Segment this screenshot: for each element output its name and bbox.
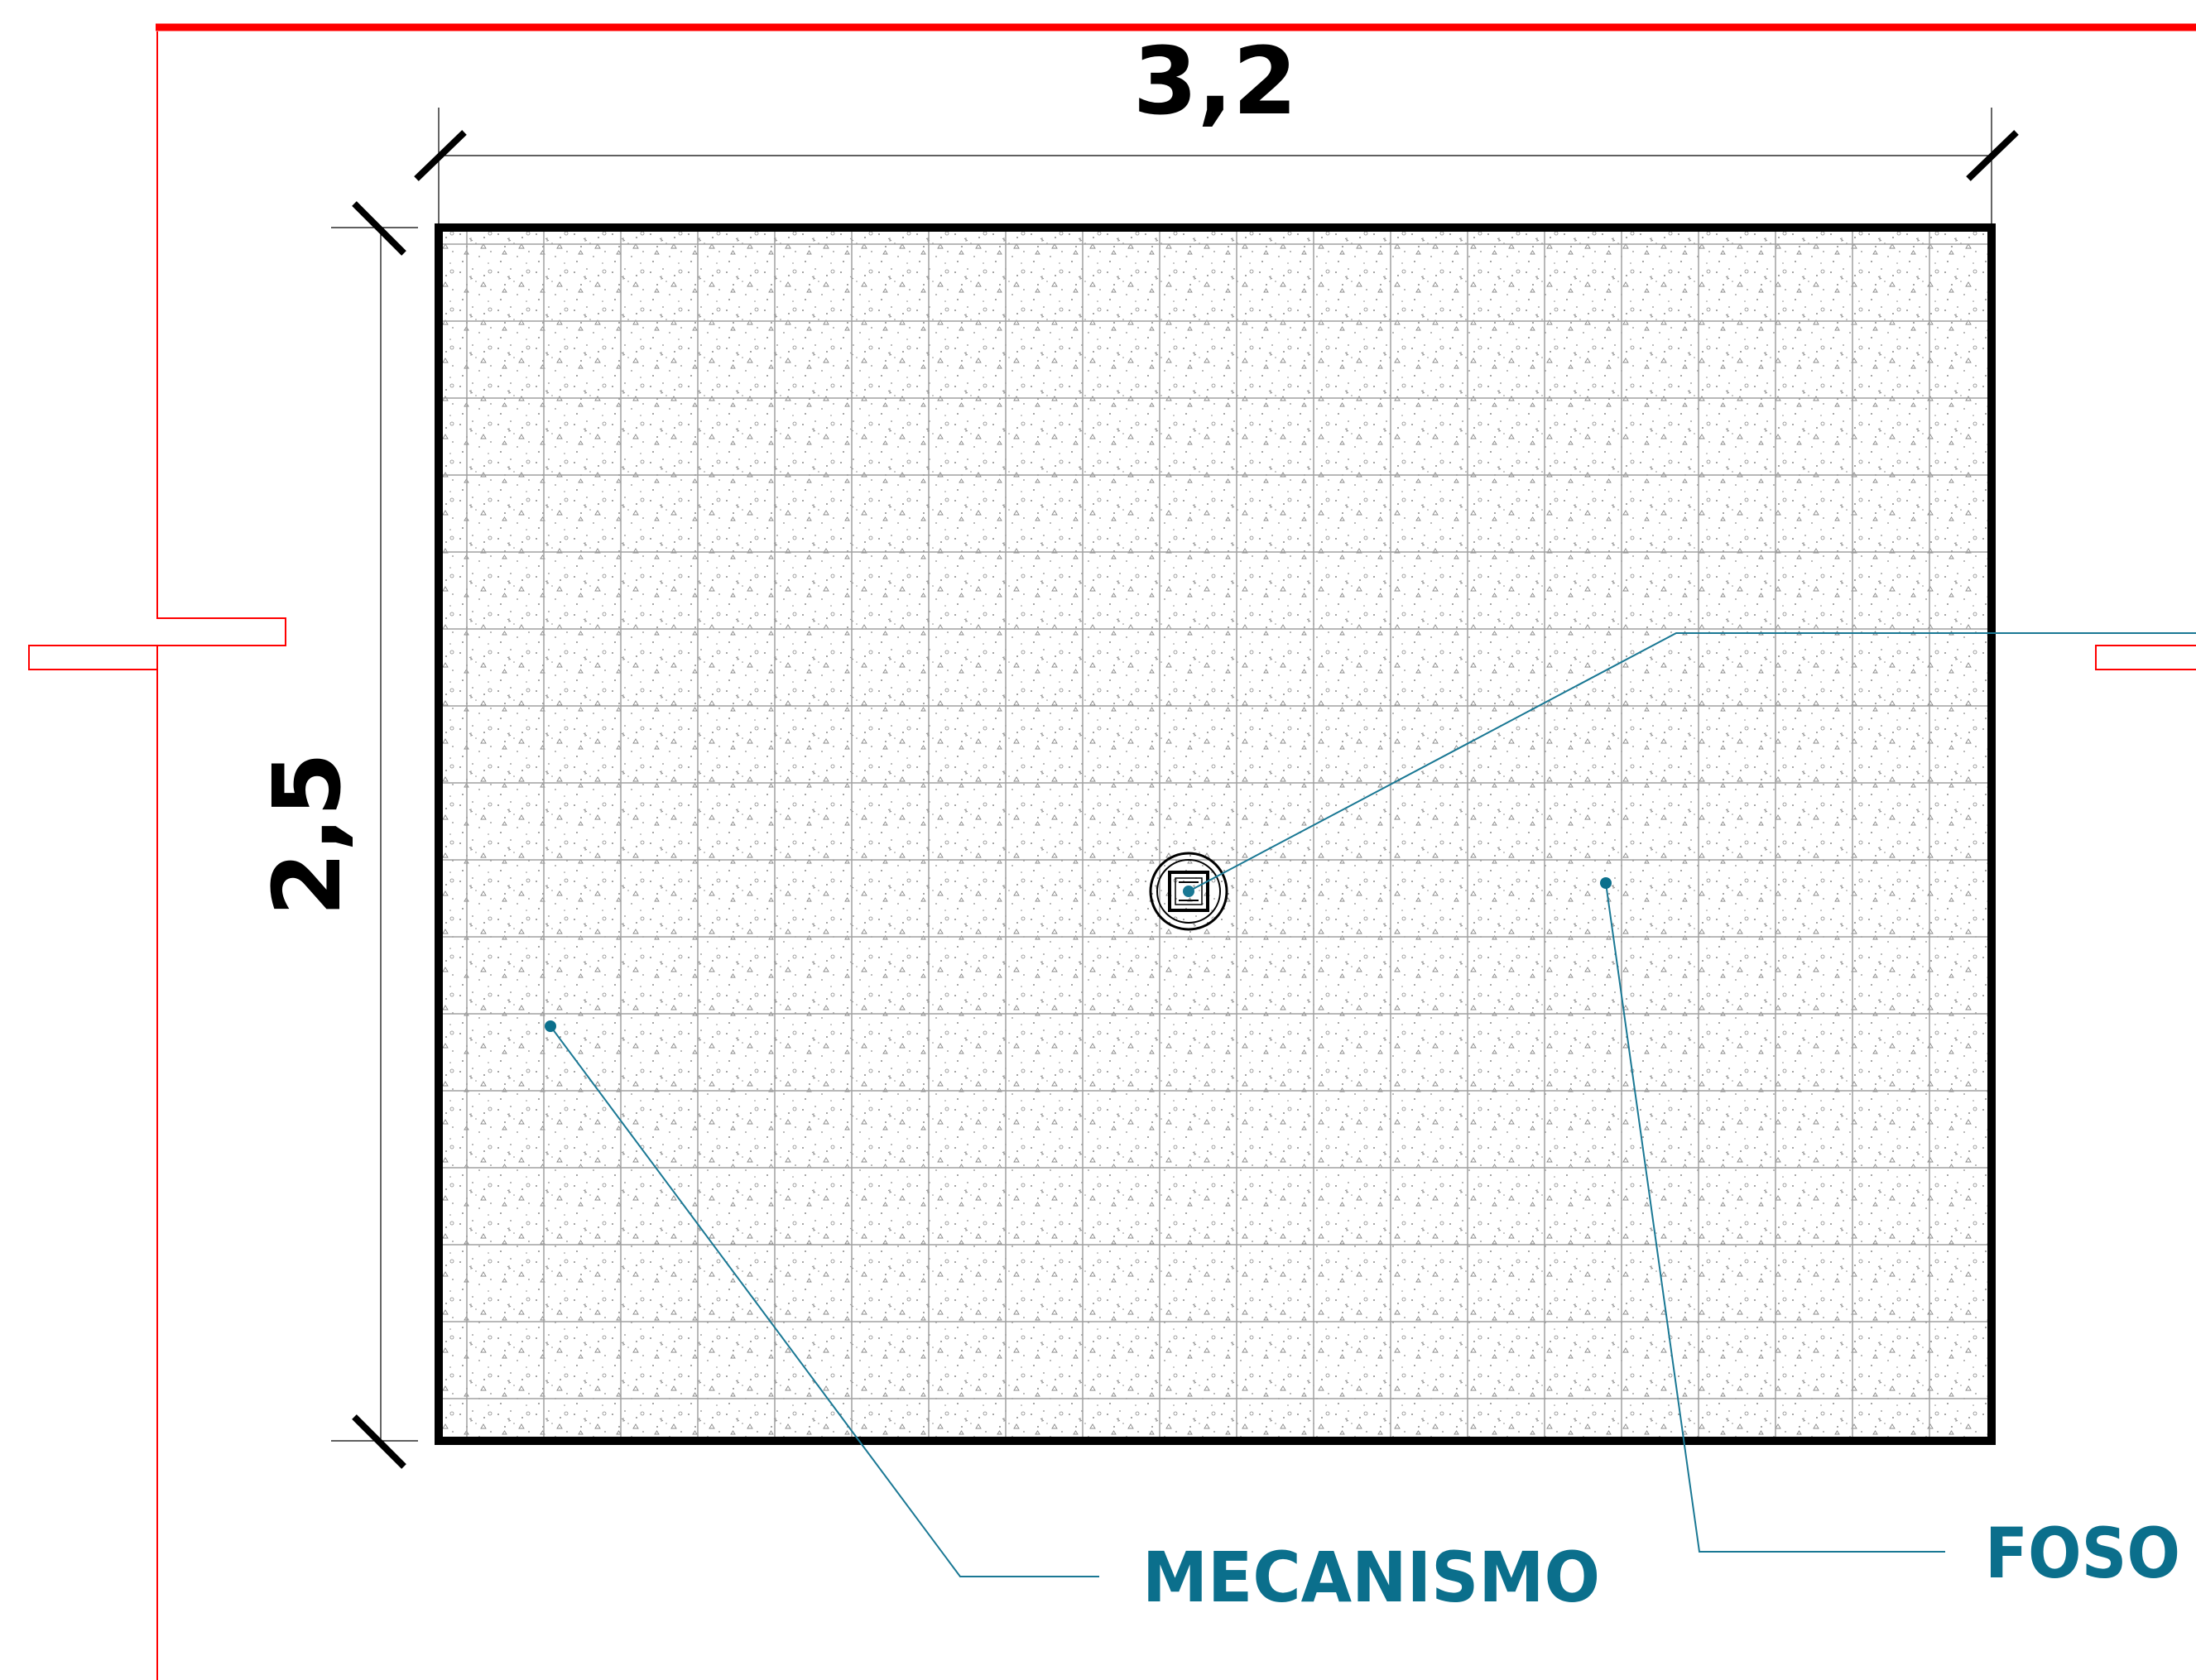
dimension-tick-right <box>1966 130 2019 181</box>
pit-leader-dot <box>1600 877 1612 889</box>
height-dimension-label: 2,5 <box>254 752 362 916</box>
width-dimension-label: 3,2 <box>1133 28 1297 136</box>
pit-leader-line <box>1605 882 1945 1553</box>
floor-texture <box>439 228 1992 1441</box>
dimension-tick-left <box>414 130 467 181</box>
floor-tile-grid <box>439 228 1992 1441</box>
height-dimension <box>331 201 418 1469</box>
width-dimension <box>414 108 2019 228</box>
right-wall-notch <box>2095 645 2196 670</box>
floor-area <box>435 223 1996 1445</box>
mechanism-leader-line <box>550 1025 1099 1577</box>
pit-label: FOSO <box>1985 1513 2180 1594</box>
wall-outline <box>28 23 2196 1680</box>
dimension-tick-bottom <box>352 1414 406 1469</box>
drain-leader-line <box>1188 632 2196 892</box>
dimension-tick-top <box>352 201 406 256</box>
mechanism-leader-dot <box>545 1020 556 1032</box>
left-wall-notch <box>28 645 157 670</box>
floor-drain-icon <box>1149 852 1228 931</box>
floor-outline <box>435 223 1996 1445</box>
leader-lines <box>550 632 2196 1577</box>
mechanism-label: MECANISMO <box>1142 1537 1600 1618</box>
